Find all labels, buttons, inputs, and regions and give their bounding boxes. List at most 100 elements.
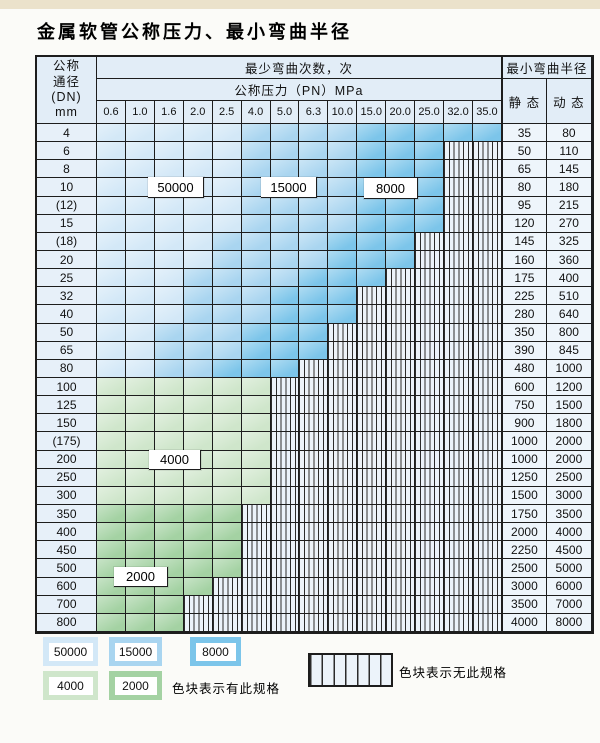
spec-4000-cell bbox=[212, 414, 242, 433]
legend-swatch-value: 4000 bbox=[48, 676, 93, 695]
no-spec-cell bbox=[212, 577, 242, 596]
spec-8000-cell bbox=[212, 359, 242, 378]
spec-4000-cell bbox=[125, 396, 155, 415]
spec-4000-cell bbox=[241, 396, 271, 415]
static-radius-value: 390 bbox=[501, 341, 547, 360]
spec-50000-cell bbox=[97, 124, 126, 143]
no-spec-cell bbox=[444, 160, 473, 179]
static-radius-value: 1500 bbox=[501, 486, 547, 505]
spec-8000-cell bbox=[299, 269, 329, 288]
no-spec-cell bbox=[357, 523, 387, 542]
no-spec-cell bbox=[444, 287, 473, 306]
no-spec-cell bbox=[386, 559, 416, 578]
spec-8000-cell bbox=[299, 323, 329, 342]
no-spec-cell bbox=[270, 559, 300, 578]
spec-50000-cell bbox=[183, 160, 213, 179]
dynamic-radius-value: 8000 bbox=[546, 613, 592, 632]
no-spec-cell bbox=[444, 523, 473, 542]
no-spec-cell bbox=[270, 414, 300, 433]
spec-8000-cell bbox=[357, 250, 387, 270]
no-spec-cell bbox=[415, 377, 445, 397]
no-spec-cell bbox=[472, 577, 502, 596]
spec-8000-cell bbox=[415, 142, 445, 161]
spec-4000-cell bbox=[241, 468, 271, 487]
no-spec-cell bbox=[415, 250, 445, 270]
pressure-col-header: 2.0 bbox=[183, 101, 213, 124]
dn-row-label: 600 bbox=[37, 577, 97, 596]
dn-row-label: 80 bbox=[37, 359, 97, 378]
spec-4000-cell bbox=[241, 450, 271, 469]
spec-8000-cell bbox=[328, 269, 358, 288]
no-spec-cell bbox=[270, 577, 300, 596]
dynamic-col-header: 动 态 bbox=[546, 79, 592, 124]
spec-15000-cell bbox=[154, 359, 184, 378]
no-spec-cell bbox=[299, 613, 329, 632]
spec-8000-cell bbox=[386, 196, 416, 215]
no-spec-cell bbox=[357, 287, 387, 306]
no-spec-cell bbox=[357, 377, 387, 397]
dn-row-label: 15 bbox=[37, 214, 97, 233]
dn-row-label: 350 bbox=[37, 504, 97, 524]
no-spec-cell bbox=[328, 595, 358, 614]
no-spec-cell bbox=[328, 559, 358, 578]
no-spec-cell bbox=[415, 359, 445, 378]
spec-50000-cell bbox=[125, 269, 155, 288]
spec-8000-cell bbox=[328, 305, 358, 324]
no-spec-cell bbox=[472, 414, 502, 433]
legend-present-text: 色块表示有此规格 bbox=[172, 682, 281, 696]
no-spec-cell bbox=[328, 359, 358, 378]
spec-50000-cell bbox=[125, 305, 155, 324]
dn-row-label: 20 bbox=[37, 250, 97, 270]
no-spec-cell bbox=[328, 504, 358, 524]
no-spec-cell bbox=[386, 323, 416, 342]
spec-50000-cell bbox=[212, 142, 242, 161]
no-spec-cell bbox=[472, 305, 502, 324]
spec-2000-cell bbox=[97, 541, 126, 560]
no-spec-cell bbox=[444, 486, 473, 505]
spec-50000-cell bbox=[125, 142, 155, 161]
dn-header-line: mm bbox=[55, 105, 78, 120]
spec-2000-cell bbox=[97, 504, 126, 524]
spec-50000-cell bbox=[125, 160, 155, 179]
region-label-15000: 15000 bbox=[261, 177, 317, 198]
spec-50000-cell bbox=[154, 196, 184, 215]
no-spec-cell bbox=[241, 577, 271, 596]
spec-8000-cell bbox=[472, 124, 502, 143]
no-spec-cell bbox=[472, 359, 502, 378]
no-spec-cell bbox=[299, 414, 329, 433]
spec-4000-cell bbox=[125, 377, 155, 397]
spec-50000-cell bbox=[97, 269, 126, 288]
spec-8000-cell bbox=[299, 341, 329, 360]
no-spec-cell bbox=[386, 377, 416, 397]
spec-4000-cell bbox=[183, 414, 213, 433]
spec-4000-cell bbox=[183, 486, 213, 505]
spec-50000-cell bbox=[125, 178, 155, 197]
spec-50000-cell bbox=[154, 214, 184, 233]
no-spec-cell bbox=[357, 468, 387, 487]
spec-50000-cell bbox=[125, 124, 155, 143]
no-spec-cell bbox=[241, 595, 271, 614]
spec-50000-cell bbox=[212, 160, 242, 179]
spec-15000-cell bbox=[299, 124, 329, 143]
no-spec-cell bbox=[299, 541, 329, 560]
spec-15000-cell bbox=[154, 341, 184, 360]
pressure-col-header: 32.0 bbox=[444, 101, 473, 124]
spec-15000-cell bbox=[241, 250, 271, 270]
spec-4000-cell bbox=[154, 414, 184, 433]
dynamic-radius-value: 6000 bbox=[546, 577, 592, 596]
no-spec-cell bbox=[357, 541, 387, 560]
spec-2000-cell bbox=[183, 541, 213, 560]
no-spec-cell bbox=[270, 504, 300, 524]
spec-8000-cell bbox=[357, 269, 387, 288]
no-spec-cell bbox=[415, 559, 445, 578]
spec-2000-cell bbox=[154, 504, 184, 524]
no-spec-cell bbox=[472, 269, 502, 288]
spec-50000-cell bbox=[183, 250, 213, 270]
dn-row-label: 65 bbox=[37, 341, 97, 360]
spec-2000-cell bbox=[183, 559, 213, 578]
spec-15000-cell bbox=[299, 196, 329, 215]
no-spec-cell bbox=[444, 432, 473, 451]
no-spec-cell bbox=[328, 377, 358, 397]
spec-4000-cell bbox=[183, 377, 213, 397]
legend-no-spec-swatch bbox=[308, 653, 393, 687]
